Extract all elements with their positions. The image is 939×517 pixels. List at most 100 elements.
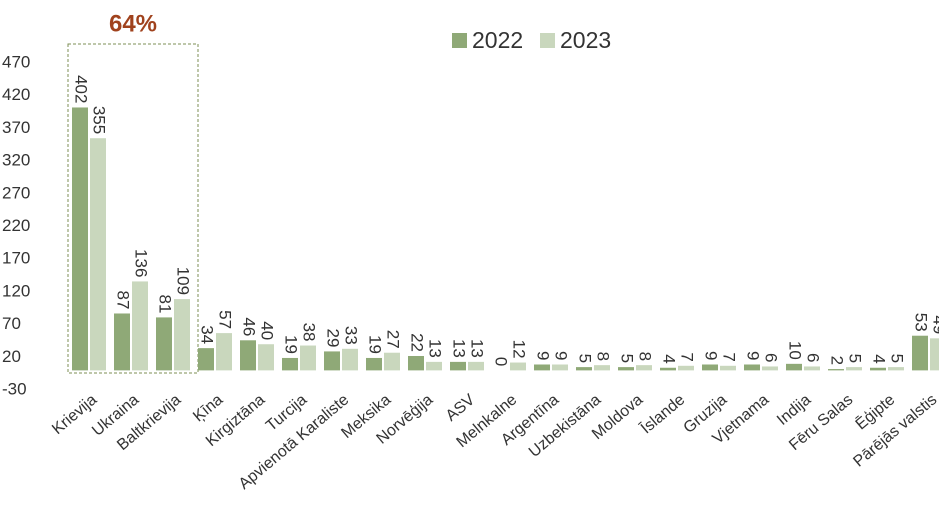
data-label: 402	[72, 75, 91, 103]
y-tick-label: -30	[2, 379, 27, 398]
bar	[510, 362, 526, 371]
data-label: 136	[132, 249, 151, 277]
data-label: 10	[786, 341, 805, 360]
data-label: 49	[930, 315, 939, 334]
bar	[174, 299, 190, 371]
y-tick-label: 170	[2, 249, 30, 268]
bar	[426, 361, 442, 371]
bar	[912, 335, 928, 371]
data-label: 13	[450, 339, 469, 358]
data-label: 27	[384, 330, 403, 349]
x-tick-label: Ķīna	[190, 391, 226, 425]
legend-swatch	[452, 33, 467, 48]
bar	[594, 365, 610, 371]
bar	[240, 340, 256, 371]
bar	[300, 345, 316, 371]
data-label: 87	[114, 291, 133, 310]
data-label: 109	[174, 267, 193, 295]
highlight-box	[67, 43, 199, 374]
bar	[720, 365, 736, 371]
annotation: 64%	[109, 10, 157, 37]
data-label: 33	[342, 326, 361, 345]
bar	[342, 348, 358, 371]
data-label: 46	[240, 317, 259, 336]
data-label: 29	[324, 328, 343, 347]
bar	[846, 367, 862, 371]
bar	[636, 365, 652, 371]
data-label: 7	[678, 352, 697, 361]
bar	[552, 364, 568, 371]
bar	[216, 333, 232, 371]
bar	[762, 366, 778, 371]
y-tick-label: 320	[2, 151, 30, 170]
bar	[114, 313, 130, 371]
bar	[90, 138, 106, 371]
data-label: 9	[744, 351, 763, 360]
data-label: 13	[468, 339, 487, 358]
bar	[804, 366, 820, 371]
data-label: 5	[888, 354, 907, 363]
bar	[198, 348, 214, 371]
bar	[828, 369, 844, 371]
data-label: 19	[282, 335, 301, 354]
bar	[534, 364, 550, 371]
data-label: 34	[198, 325, 217, 344]
data-label: 12	[510, 340, 529, 359]
data-label: 81	[156, 294, 175, 313]
legend-label: 2023	[560, 27, 611, 53]
data-label: 9	[534, 351, 553, 360]
bar	[786, 363, 802, 371]
data-label: 8	[636, 352, 655, 361]
data-label: 9	[552, 351, 571, 360]
y-tick-label: 420	[2, 85, 30, 104]
legend-swatch	[540, 33, 555, 48]
data-label: 4	[660, 354, 679, 363]
bar	[888, 367, 904, 371]
bar	[132, 281, 148, 371]
data-label: 53	[912, 313, 931, 332]
y-tick-label: 20	[2, 347, 21, 366]
data-label: 40	[258, 321, 277, 340]
bar	[618, 367, 634, 371]
data-label: 5	[576, 354, 595, 363]
bar	[660, 367, 676, 371]
data-label: 22	[408, 333, 427, 352]
x-tick-label: Īslande	[637, 390, 688, 437]
y-tick-label: 120	[2, 281, 30, 300]
y-tick-label: 470	[2, 52, 30, 71]
bar	[384, 352, 400, 371]
bar	[282, 357, 298, 371]
bar	[72, 107, 88, 371]
data-label: 6	[762, 353, 781, 362]
data-label: 6	[804, 353, 823, 362]
y-tick-label: 270	[2, 183, 30, 202]
data-label: 8	[594, 352, 613, 361]
data-label: 38	[300, 323, 319, 342]
bar	[576, 367, 592, 371]
y-tick-label: 70	[2, 314, 21, 333]
data-label: 4	[870, 354, 889, 363]
data-label: 9	[702, 351, 721, 360]
y-tick-label: 370	[2, 118, 30, 137]
data-label: 0	[492, 357, 511, 366]
data-label: 7	[720, 352, 739, 361]
data-label: 5	[618, 354, 637, 363]
bar	[324, 351, 340, 371]
bar	[930, 338, 939, 371]
bar	[156, 317, 172, 371]
bar	[258, 344, 274, 371]
bar	[702, 364, 718, 371]
bar	[450, 361, 466, 371]
bar	[870, 367, 886, 371]
data-label: 2	[828, 356, 847, 365]
bar	[468, 361, 484, 371]
data-label: 5	[846, 354, 865, 363]
bar	[678, 365, 694, 371]
x-tick-label: ASV	[443, 391, 479, 425]
bar	[408, 355, 424, 371]
bar	[744, 364, 760, 371]
legend-label: 2022	[472, 27, 523, 53]
y-tick-label: 220	[2, 216, 30, 235]
data-label: 57	[216, 310, 235, 329]
